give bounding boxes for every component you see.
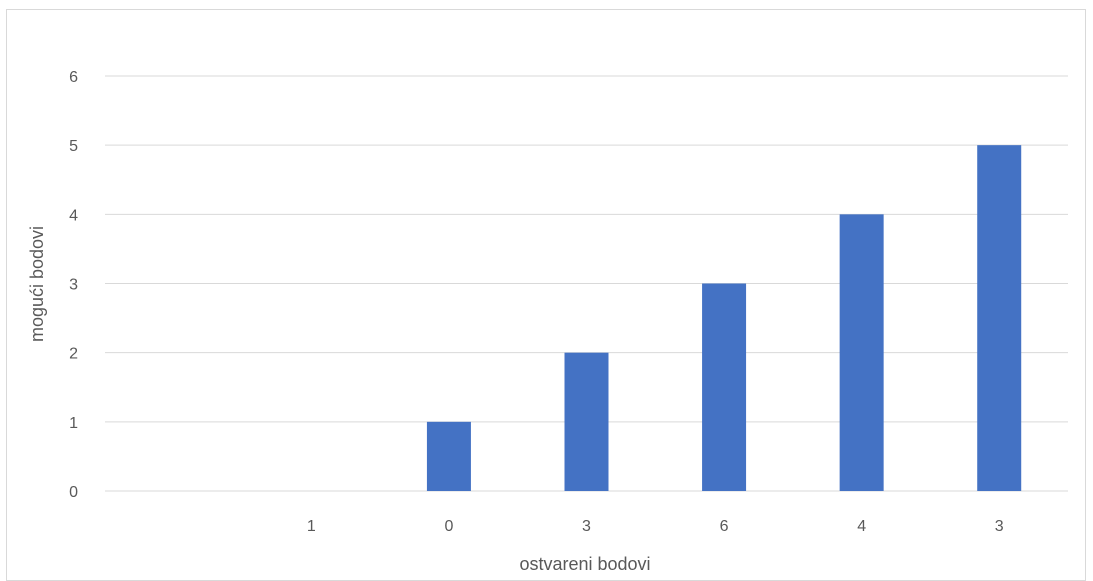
y-tick-label: 1 [69,415,78,432]
x-tick-label: 6 [720,518,729,535]
bar [977,145,1022,491]
y-tick-label: 2 [69,346,78,363]
x-tick-label: 1 [307,518,316,535]
x-tick-label: 3 [582,518,591,535]
bars [426,145,1022,492]
y-tick-label: 6 [69,69,78,86]
x-tick-label: 0 [444,518,453,535]
y-tick-label: 5 [69,138,78,155]
y-axis-ticks: 0 1 2 3 4 5 6 [69,69,78,501]
y-tick-label: 0 [69,484,78,501]
y-tick-label: 3 [69,277,78,294]
x-axis-title: ostvareni bodovi [519,554,650,574]
gridlines [105,75,1068,492]
bar [702,283,747,491]
bar [426,421,471,491]
chart-frame [6,9,1086,581]
bar [839,214,884,492]
x-axis-ticks: 1 0 3 6 4 3 [307,518,1004,535]
y-tick-label: 4 [69,207,78,224]
bar [564,352,609,491]
x-tick-label: 3 [995,518,1004,535]
y-axis-title: mogući bodovi [27,226,47,342]
x-tick-label: 4 [857,518,866,535]
